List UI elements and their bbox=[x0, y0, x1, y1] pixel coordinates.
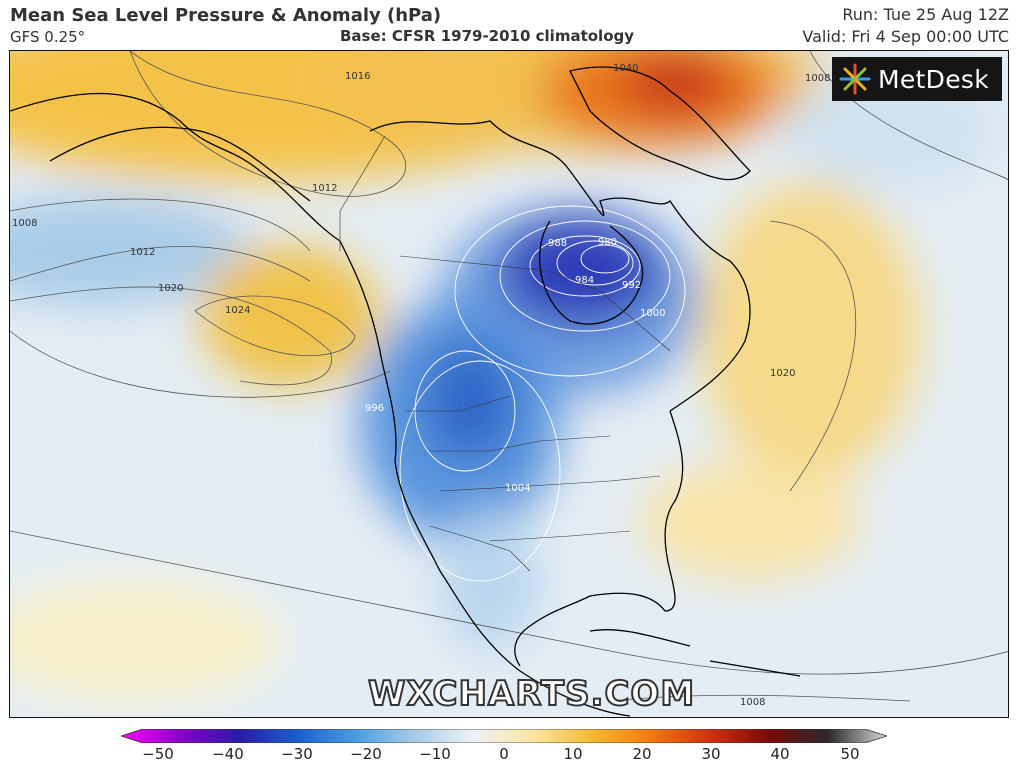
label-1008-caribbean: 1008 bbox=[740, 697, 765, 708]
isobar-1016-south bbox=[10, 330, 391, 398]
label-1000: 1000 bbox=[640, 308, 665, 319]
colorbar-tick: −50 bbox=[142, 745, 174, 763]
isobar-1012 bbox=[10, 245, 311, 282]
isobar-1020-atlantic bbox=[769, 220, 857, 492]
run-time-label: Run: Tue 25 Aug 12Z bbox=[842, 5, 1009, 24]
isobar-984 bbox=[556, 240, 634, 286]
isobar-988 bbox=[529, 235, 641, 297]
isobar-992 bbox=[499, 220, 671, 332]
colorbar-tick: 40 bbox=[770, 745, 790, 763]
label-984: 984 bbox=[575, 275, 594, 286]
label-988: 988 bbox=[548, 238, 567, 249]
label-1040: 1040 bbox=[613, 63, 638, 74]
label-1024: 1024 bbox=[225, 305, 250, 316]
label-1008-west: 1008 bbox=[12, 218, 37, 229]
anomaly-positive-atlantic bbox=[700, 181, 920, 481]
hudson-bay bbox=[538, 220, 644, 325]
border-us-mexico bbox=[429, 525, 531, 572]
label-1012: 1012 bbox=[130, 247, 155, 258]
colorbar bbox=[121, 729, 887, 743]
colorbar-tick: −30 bbox=[281, 745, 313, 763]
coastlines bbox=[10, 66, 801, 717]
metdesk-logo: MetDesk bbox=[832, 57, 1002, 101]
isobar-1008-caribbean bbox=[609, 694, 911, 702]
anomaly-max-greenland bbox=[620, 51, 730, 111]
caribbean-islands bbox=[589, 629, 801, 677]
border-us-canada bbox=[399, 255, 671, 352]
anomaly-negative-iceland bbox=[780, 71, 1000, 191]
colorbar-tick: −40 bbox=[212, 745, 244, 763]
logo-text: MetDesk bbox=[878, 64, 989, 94]
isobar-1008-north-atlantic bbox=[809, 51, 1008, 181]
state-borders bbox=[405, 395, 661, 542]
isobar-labels: 1016 1012 1008 1012 1020 1024 1040 1008 … bbox=[12, 63, 830, 708]
metdesk-star-icon bbox=[839, 63, 871, 95]
label-992: 992 bbox=[622, 280, 641, 291]
label-1020: 1020 bbox=[158, 283, 183, 294]
isobar-1020 bbox=[10, 286, 332, 386]
isobar-1012-tropics bbox=[10, 530, 1008, 675]
border-alaska-canada bbox=[339, 135, 386, 251]
colorbar-tick: −10 bbox=[419, 745, 451, 763]
isobar-1000 bbox=[454, 205, 686, 377]
label-980: 980 bbox=[598, 237, 617, 248]
model-label: GFS 0.25° bbox=[10, 28, 86, 46]
alaska-coast bbox=[49, 126, 311, 202]
isobar-980 bbox=[580, 244, 630, 274]
label-1004: 1004 bbox=[505, 483, 530, 494]
base-climatology-label: Base: CFSR 1979-2010 climatology bbox=[340, 27, 635, 45]
isobar-1024 bbox=[194, 295, 356, 357]
anomaly-negative-hudson-core bbox=[500, 216, 660, 326]
chart-title: Mean Sea Level Pressure & Anomaly (hPa) bbox=[10, 5, 442, 26]
colorbar-ticks: −50 −40 −30 −20 −10 0 10 20 30 40 50 bbox=[0, 745, 1019, 765]
label-1020-atlantic: 1020 bbox=[770, 368, 795, 379]
anomaly-positive-pacific-ne bbox=[200, 246, 380, 386]
colorbar-bar bbox=[121, 729, 887, 743]
colorbar-tick: −20 bbox=[350, 745, 382, 763]
west-coast bbox=[10, 92, 631, 717]
anomaly-negative-mexico bbox=[440, 511, 540, 651]
colorbar-tick: 10 bbox=[563, 745, 583, 763]
map-svg: 1016 1012 1008 1012 1020 1024 1040 1008 … bbox=[10, 51, 1008, 717]
label-1012-north: 1012 bbox=[312, 183, 337, 194]
isobar-1016 bbox=[129, 51, 407, 197]
label-1008-north-atlantic: 1008 bbox=[805, 73, 830, 84]
isobars bbox=[10, 51, 1008, 702]
anomaly-positive-east-pacific bbox=[10, 581, 280, 701]
anomaly-positive-bermuda bbox=[640, 461, 860, 581]
watermark: WXCHARTS.COM bbox=[367, 673, 696, 715]
greenland bbox=[569, 66, 751, 181]
colorbar-tick: 30 bbox=[701, 745, 721, 763]
colorbar-tick: 20 bbox=[632, 745, 652, 763]
pressure-anomaly-map: 1016 1012 1008 1012 1020 1024 1040 1008 … bbox=[9, 50, 1009, 718]
colorbar-tick: 0 bbox=[499, 745, 509, 763]
isobar-1012-north bbox=[10, 198, 311, 252]
label-1016: 1016 bbox=[345, 71, 370, 82]
east-gulf-coast bbox=[514, 410, 684, 667]
valid-time-label: Valid: Fri 4 Sep 00:00 UTC bbox=[802, 27, 1009, 46]
anomaly-shading bbox=[10, 51, 1000, 701]
isobar-1004 bbox=[399, 360, 561, 582]
arctic-hudson-coast bbox=[369, 120, 751, 412]
label-996: 996 bbox=[365, 403, 384, 414]
borders bbox=[339, 135, 671, 572]
colorbar-tick: 50 bbox=[840, 745, 860, 763]
